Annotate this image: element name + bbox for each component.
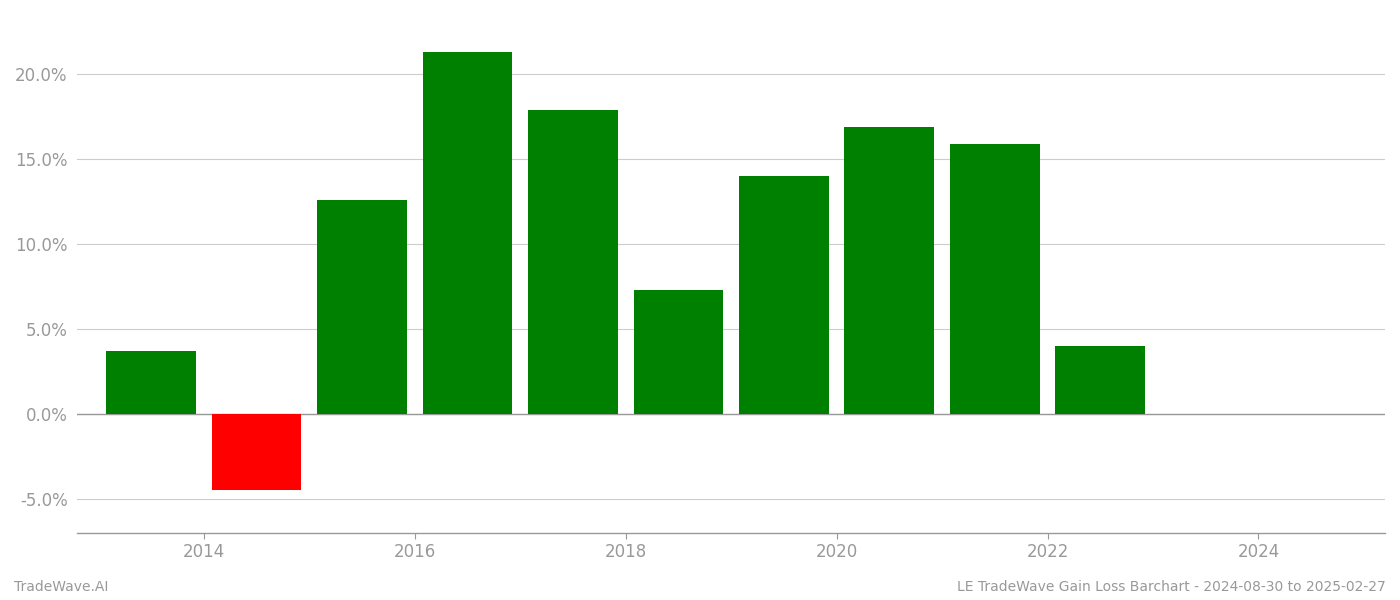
Text: LE TradeWave Gain Loss Barchart - 2024-08-30 to 2025-02-27: LE TradeWave Gain Loss Barchart - 2024-0… [958, 580, 1386, 594]
Bar [951, 144, 1040, 414]
Bar [844, 127, 934, 414]
Bar [423, 52, 512, 414]
Bar [318, 200, 407, 414]
Bar [634, 290, 724, 414]
Bar [739, 176, 829, 414]
Bar [1056, 346, 1145, 414]
Bar [106, 351, 196, 414]
Bar [528, 110, 617, 414]
Bar [211, 414, 301, 490]
Text: TradeWave.AI: TradeWave.AI [14, 580, 108, 594]
